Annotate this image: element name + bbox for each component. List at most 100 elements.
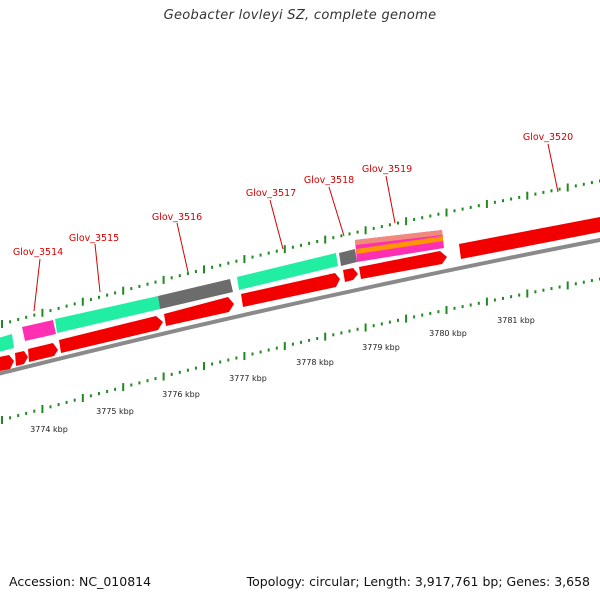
lower-tick-36 [291,342,294,346]
cds-arrow-8[interactable] [359,251,447,279]
cds-arrow-4[interactable] [59,316,163,353]
cds-arrow-3[interactable] [28,343,58,362]
lower-tick-45 [364,323,367,332]
gene-label-glov-3514[interactable]: Glov_3514 [13,247,63,258]
upper-tick-60 [485,200,488,208]
lower-tick-31 [251,352,254,356]
upper-tick-23 [186,272,189,276]
cds-arrow-7[interactable] [343,268,358,282]
upper-tick-65 [526,191,529,200]
lower-tick-65 [526,289,529,298]
label-leaders [33,143,559,312]
lower-tick-15 [122,383,125,392]
lower-tick-11 [89,394,92,398]
upper-tick-14 [114,291,117,295]
upper-tick-40 [324,235,327,244]
lower-tick-23 [186,368,189,372]
upper-tick-69 [558,187,561,191]
upper-tick-63 [510,197,513,201]
lower-tick-54 [437,310,440,314]
lower-tick-58 [469,303,472,307]
upper-tick-46 [372,226,375,230]
upper-tick-70 [566,183,569,192]
lower-tick-49 [397,318,399,322]
upper-tick-28 [227,261,230,265]
cds-arrow-5[interactable] [164,297,234,326]
genome-summary-text: Topology: circular; Length: 3,917,761 bp… [246,574,590,589]
lower-tick-47 [380,322,383,326]
lower-tick-44 [356,327,359,331]
upper-tick-31 [251,255,254,259]
rna-feature-glov-3515[interactable] [55,296,160,333]
upper-tick-1 [9,320,12,324]
lower-tick-56 [453,306,456,310]
gene-label-glov-3519[interactable]: Glov_3519 [362,164,412,175]
lower-tick-7 [57,403,60,407]
upper-tick-41 [332,236,335,240]
upper-tick-58 [469,205,472,209]
upper-tick-62 [502,199,504,203]
scale-label-3777: 3777 kbp [229,374,267,383]
repeat-band-salmon [355,230,442,245]
rna-feature-glov-3514[interactable] [22,320,56,341]
misc-feature-glov-3518[interactable] [339,249,357,266]
lower-tick-35 [283,342,286,351]
upper-tick-71 [574,184,577,188]
rna-feature-glov-3517[interactable] [237,253,338,290]
upper-tick-37 [300,243,302,247]
upper-tick-48 [388,223,391,227]
lower-tick-51 [413,315,416,319]
cds-arrow-6[interactable] [241,273,340,307]
cds-arrow-2[interactable] [15,351,28,366]
lower-tick-0 [1,416,3,424]
upper-tick-73 [590,181,593,185]
lower-tick-29 [235,356,238,360]
lower-tick-52 [421,313,424,317]
upper-tick-35 [283,245,286,254]
upper-tick-21 [170,276,173,280]
lower-tick-68 [550,287,553,291]
lower-tick-71 [574,282,577,286]
gene-label-glov-3515[interactable]: Glov_3515 [69,233,119,244]
upper-tick-5 [41,308,44,317]
gene-label-glov-3520[interactable]: Glov_3520 [523,132,573,143]
map-title: Geobacter lovleyi SZ, complete genome [163,8,437,23]
lower-tick-40 [324,332,327,341]
upper-tick-25 [203,265,205,274]
upper-tick-24 [194,270,197,273]
lower-tick-21 [170,372,173,376]
upper-tick-53 [429,214,432,218]
upper-tick-44 [356,230,359,234]
lower-tick-66 [534,290,537,294]
cds-arrow-track [0,251,447,372]
gene-label-glov-3517[interactable]: Glov_3517 [246,188,296,199]
lower-tick-27 [219,360,222,364]
lower-tick-17 [138,381,141,385]
gene-label-glov-3518[interactable]: Glov_3518 [304,175,354,186]
rna-feature-left-edge[interactable] [0,334,14,353]
lower-tick-59 [477,301,480,305]
accession-text: Accession: NC_010814 [9,574,152,589]
lower-tick-43 [348,329,351,333]
lower-tick-13 [106,390,109,393]
lower-tick-73 [590,279,593,283]
gene-label-glov-3516[interactable]: Glov_3516 [152,212,202,223]
lower-tick-57 [461,305,464,309]
lower-tick-38 [308,338,311,342]
lower-tick-16 [130,383,133,387]
upper-tick-33 [267,251,270,255]
upper-tick-72 [582,182,585,186]
lower-tick-32 [259,350,262,354]
upper-tick-68 [550,189,553,193]
misc-feature-glov-3516[interactable] [158,279,233,309]
upper-tick-19 [154,280,157,284]
cds-arrow-1[interactable] [0,355,14,372]
upper-tick-64 [518,195,521,199]
upper-tick-67 [542,190,545,194]
upper-tick-42 [340,234,343,238]
cds-feature-glov-3520[interactable] [459,217,600,259]
upper-tick-20 [162,275,165,284]
upper-tick-10 [81,297,84,306]
lower-tick-20 [162,372,165,381]
